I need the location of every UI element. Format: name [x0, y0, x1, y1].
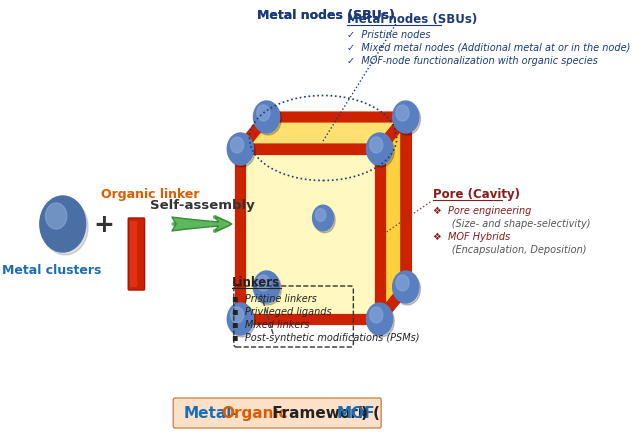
FancyArrowPatch shape — [172, 217, 232, 231]
Circle shape — [367, 134, 393, 166]
Text: ▪  Post-synthetic modifications (PSMs): ▪ Post-synthetic modifications (PSMs) — [232, 332, 420, 342]
Circle shape — [40, 197, 86, 253]
Text: Framework (: Framework ( — [268, 405, 380, 421]
Circle shape — [367, 303, 393, 335]
Text: Metal nodes (SBUs): Metal nodes (SBUs) — [257, 9, 396, 21]
Text: Metal clusters: Metal clusters — [3, 263, 102, 276]
FancyArrowPatch shape — [173, 216, 229, 233]
Circle shape — [393, 102, 419, 134]
Circle shape — [227, 134, 253, 166]
Circle shape — [370, 138, 383, 154]
Circle shape — [370, 307, 383, 323]
Circle shape — [394, 104, 420, 136]
Text: ▪  Mixed linkers: ▪ Mixed linkers — [232, 319, 310, 329]
Text: ▪  Privileged ligands: ▪ Privileged ligands — [232, 306, 332, 316]
Text: ✓  Mixed metal nodes (Additional metal at or in the node): ✓ Mixed metal nodes (Additional metal at… — [347, 43, 630, 53]
Polygon shape — [241, 118, 406, 150]
Circle shape — [229, 305, 255, 337]
Text: (Size- and shape-selectivity): (Size- and shape-selectivity) — [433, 218, 590, 228]
Text: MOF: MOF — [337, 405, 376, 421]
Circle shape — [393, 271, 419, 303]
Circle shape — [368, 305, 394, 337]
Circle shape — [45, 204, 67, 230]
Text: Metal nodes (SBUs): Metal nodes (SBUs) — [347, 13, 477, 26]
Circle shape — [316, 209, 326, 222]
Text: ❖  Pore engineering: ❖ Pore engineering — [433, 206, 531, 216]
Circle shape — [396, 106, 409, 122]
Circle shape — [230, 307, 244, 323]
Circle shape — [368, 136, 394, 168]
FancyBboxPatch shape — [130, 221, 137, 287]
Circle shape — [42, 200, 88, 256]
Text: Pore (Cavity): Pore (Cavity) — [433, 188, 520, 201]
Circle shape — [253, 271, 280, 303]
Circle shape — [257, 275, 270, 291]
Text: Metal-: Metal- — [184, 405, 239, 421]
FancyBboxPatch shape — [173, 398, 381, 428]
Polygon shape — [380, 118, 406, 319]
Circle shape — [312, 206, 333, 231]
Text: Linkers: Linkers — [232, 276, 280, 289]
Circle shape — [314, 208, 335, 233]
FancyBboxPatch shape — [128, 218, 145, 290]
Text: ✓  MOF-node functionalization with organic species: ✓ MOF-node functionalization with organi… — [347, 56, 598, 66]
Circle shape — [257, 106, 270, 122]
Circle shape — [229, 136, 255, 168]
Text: Organic linker: Organic linker — [101, 188, 200, 201]
Text: Self-assembly: Self-assembly — [150, 198, 254, 211]
Circle shape — [253, 102, 280, 134]
Text: ▪  Pristine linkers: ▪ Pristine linkers — [232, 293, 317, 303]
Text: ✓  Pristine nodes: ✓ Pristine nodes — [347, 30, 430, 40]
Text: (Encapsulation, Deposition): (Encapsulation, Deposition) — [433, 244, 586, 254]
Circle shape — [227, 303, 253, 335]
Text: ): ) — [361, 405, 367, 421]
Circle shape — [255, 104, 282, 136]
Text: +: + — [93, 213, 114, 237]
Circle shape — [394, 273, 420, 305]
Circle shape — [230, 138, 244, 154]
Circle shape — [396, 275, 409, 291]
Polygon shape — [241, 150, 380, 319]
Text: Metal nodes (SBUs): Metal nodes (SBUs) — [257, 9, 396, 21]
Circle shape — [255, 273, 282, 305]
Text: ❖  MOF Hybrids: ❖ MOF Hybrids — [433, 231, 510, 241]
Text: Organic: Organic — [221, 405, 288, 421]
